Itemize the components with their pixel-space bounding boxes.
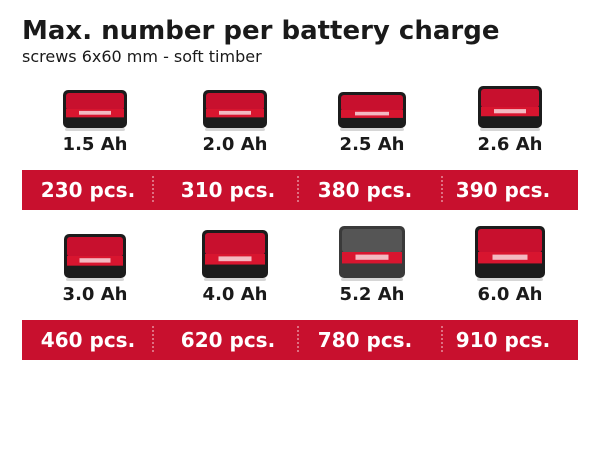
battery-top (478, 229, 542, 253)
battery-label (79, 110, 111, 115)
battery-shadow (66, 278, 124, 281)
capacity: 2.5 Ah (340, 134, 405, 155)
battery (64, 234, 126, 281)
battery-shadow (65, 128, 125, 131)
battery-top (67, 237, 123, 257)
battery-top (66, 93, 124, 111)
battery (63, 90, 127, 131)
battery-top (206, 93, 264, 111)
capacity: 6.0 Ah (478, 284, 543, 305)
battery (203, 90, 267, 131)
count-bar (22, 170, 578, 210)
battery-top (342, 229, 402, 253)
subtitle: screws 6x60 mm - soft timber (22, 47, 262, 66)
battery-label (79, 258, 111, 263)
battery-label (355, 111, 389, 116)
count-bar (22, 320, 578, 360)
battery (475, 226, 545, 281)
battery-shadow (340, 128, 404, 131)
battery-shadow (480, 128, 540, 131)
capacity: 2.6 Ah (478, 134, 543, 155)
battery-shadow (204, 278, 266, 281)
battery (478, 86, 542, 131)
battery-top (481, 89, 539, 108)
count: 380 pcs. (318, 178, 412, 202)
count: 310 pcs. (181, 178, 275, 202)
capacity: 5.2 Ah (340, 284, 405, 305)
battery-label (355, 254, 389, 260)
capacity: 1.5 Ah (63, 134, 128, 155)
count: 460 pcs. (41, 328, 135, 352)
count: 620 pcs. (181, 328, 275, 352)
battery (338, 92, 406, 131)
battery-label (492, 254, 528, 260)
battery-label (494, 109, 526, 114)
count: 390 pcs. (456, 178, 550, 202)
battery-shadow (477, 278, 543, 281)
battery (202, 230, 268, 281)
battery-top (205, 233, 265, 255)
battery-label (219, 110, 251, 115)
battery (339, 226, 405, 281)
battery-label (218, 256, 252, 262)
count: 780 pcs. (318, 328, 412, 352)
capacity: 3.0 Ah (63, 284, 128, 305)
battery-top (341, 95, 403, 112)
battery-shadow (205, 128, 265, 131)
title: Max. number per battery charge (22, 16, 499, 46)
count: 230 pcs. (41, 178, 135, 202)
battery-shadow (341, 278, 403, 281)
capacity: 4.0 Ah (203, 284, 268, 305)
capacity: 2.0 Ah (203, 134, 268, 155)
count: 910 pcs. (456, 328, 550, 352)
